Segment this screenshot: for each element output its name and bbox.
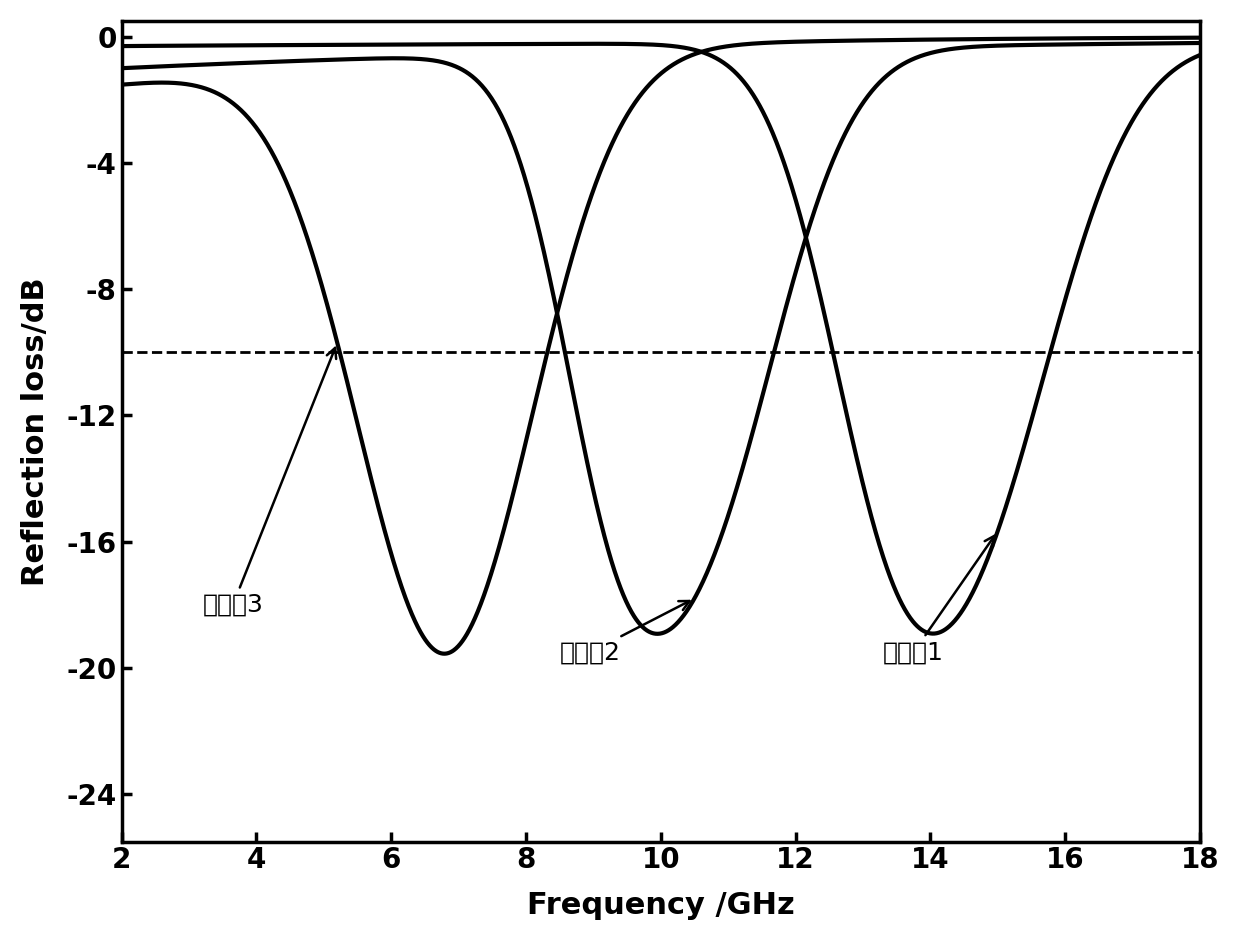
Text: 实施南2: 实施南2 [559,601,689,664]
Text: 实施南3: 实施南3 [202,348,336,617]
Y-axis label: Reflection loss/dB: Reflection loss/dB [21,277,50,585]
X-axis label: Frequency /GHz: Frequency /GHz [527,891,795,920]
Text: 实施南1: 实施南1 [883,535,994,664]
